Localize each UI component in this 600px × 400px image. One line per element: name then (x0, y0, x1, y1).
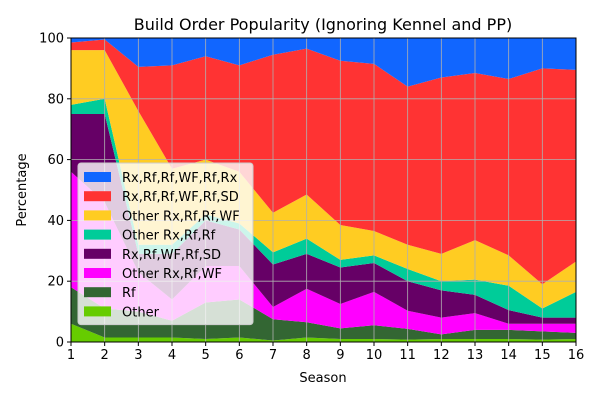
legend-swatch-0 (84, 172, 111, 182)
y-tick-label-3: 60 (47, 153, 64, 168)
area-series-7 (71, 38, 576, 87)
legend-swatch-1 (84, 191, 111, 202)
x-tick-label-11: 12 (433, 348, 450, 363)
legend-label-1: Rx,Rf,Rf,WF,Rf,SD (122, 190, 239, 205)
area-series-6 (71, 39, 576, 285)
legend: Rx,Rf,Rf,WF,Rf,Rx Rx,Rf,Rf,WF,Rf,SD Other … (77, 162, 254, 326)
legend-label-7: Other (122, 305, 160, 320)
x-tick-label-2: 3 (134, 348, 142, 363)
x-tick-label-8: 9 (336, 348, 344, 363)
x-tick-label-1: 2 (101, 348, 109, 363)
legend-swatch-6 (84, 287, 111, 298)
x-axis-label: Season (299, 371, 346, 386)
legend-label-6: Rf (122, 286, 136, 301)
area-series-0 (71, 323, 576, 342)
x-tick-label-3: 4 (168, 348, 176, 363)
legend-swatch-5 (84, 268, 111, 278)
legend-label-5: Other Rx,Rf,WF (122, 267, 222, 282)
x-tick-label-15: 16 (568, 348, 585, 363)
y-tick-label-5: 100 (39, 32, 64, 47)
x-tick-label-12: 13 (467, 348, 484, 363)
legend-swatch-4 (84, 248, 111, 259)
legend-swatch-3 (84, 229, 111, 240)
x-tick-label-0: 1 (67, 348, 75, 363)
y-tick-label-0: 0 (56, 336, 64, 351)
plot-frame (70, 37, 577, 343)
y-tick-label-2: 40 (47, 214, 64, 229)
legend-label-0: Rx,Rf,Rf,WF,Rf,Rx (122, 171, 238, 186)
x-tick-label-10: 11 (399, 348, 416, 363)
chart-title: Build Order Popularity (Ignoring Kennel … (134, 15, 512, 34)
x-tick-label-4: 5 (202, 348, 210, 363)
x-tick-label-7: 8 (303, 348, 311, 363)
legend-label-3: Other Rx,Rf,Rf (122, 229, 216, 244)
y-tick-label-1: 20 (47, 275, 64, 290)
x-tick-label-5: 6 (235, 348, 243, 363)
x-tick-label-14: 15 (534, 348, 551, 363)
area-series-1 (71, 287, 576, 341)
x-tick-label-13: 14 (500, 348, 517, 363)
x-tick-label-9: 10 (366, 348, 383, 363)
y-axis-label: Percentage (15, 153, 30, 226)
legend-box (77, 162, 254, 326)
legend-label-4: Rx,Rf,WF,Rf,SD (122, 248, 221, 263)
y-tick-label-4: 80 (47, 92, 64, 107)
x-tick-label-6: 7 (269, 348, 277, 363)
legend-label-2: Other Rx,Rf,Rf,WF (122, 209, 240, 224)
legend-swatch-7 (84, 306, 111, 317)
legend-swatch-2 (84, 210, 111, 221)
